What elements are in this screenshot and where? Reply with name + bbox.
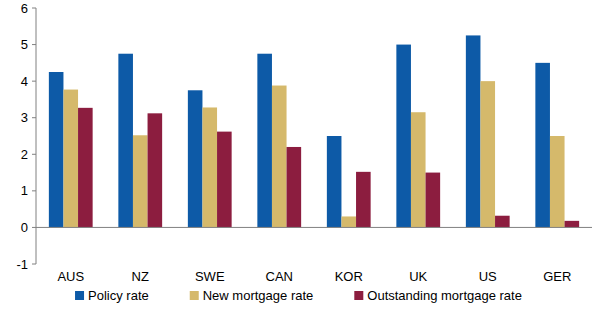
bar [148,113,163,227]
bar [495,216,510,228]
y-tick [32,264,36,265]
bar [257,54,272,228]
y-axis [36,8,37,264]
bar [188,90,203,227]
bar [78,108,93,228]
x-tick-label: AUS [57,269,84,284]
bar [550,136,565,227]
bar [396,45,411,228]
legend-swatch [75,291,84,300]
bar [341,216,356,227]
bar [118,54,133,228]
y-tick [32,190,36,191]
y-tick [32,227,36,228]
bar [356,172,371,228]
bars [49,35,579,227]
y-tick-label: 1 [21,183,28,198]
bar [63,90,78,228]
x-tick-label: KOR [335,269,363,284]
y-tick [32,8,36,9]
bar [426,173,441,228]
x-tick-label: NZ [132,269,149,284]
y-tick-label: -1 [16,257,28,272]
bar [202,107,217,227]
bar [411,112,426,227]
legend-label: Outstanding mortgage rate [367,288,522,303]
bar [327,136,342,227]
y-tick-label: 4 [21,74,28,89]
bar [480,81,495,227]
bar [272,86,287,228]
y-tick-label: 6 [21,1,28,16]
bar [535,63,550,228]
bar [217,132,232,228]
legend-label: Policy rate [88,288,149,303]
x-tick-label: SWE [195,269,225,284]
x-tick-label: CAN [266,269,293,284]
chart: -1 0 1 2 3 4 5 6 AUS NZ SWE CAN KOR UK US GER Policy rat… [0,0,598,324]
bar [565,221,580,228]
y-tick-label: 2 [21,147,28,162]
y-tick-label: 5 [21,37,28,52]
x-tick-label: GER [543,269,571,284]
y-tick [32,117,36,118]
y-tick-label: 0 [21,220,28,235]
bar [287,147,302,227]
legend-swatch [190,291,199,300]
y-tick-label: 3 [21,110,28,125]
y-tick [32,44,36,45]
legend-swatch [354,291,363,300]
y-tick [32,154,36,155]
legend: Policy rate New mortgage rate Outstanding … [75,288,522,303]
x-axis [36,227,592,228]
x-tick-label: US [479,269,497,284]
legend-label: New mortgage rate [203,288,314,303]
bar [49,72,64,227]
x-tick-label: UK [409,269,427,284]
y-tick [32,81,36,82]
bar [133,135,148,227]
bar [466,35,481,227]
